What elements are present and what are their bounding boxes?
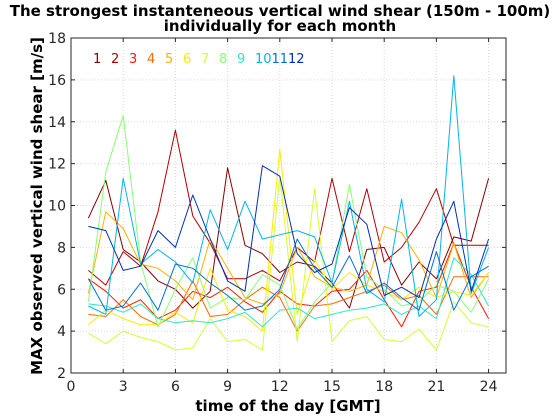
legend-entry-9: 9 — [237, 52, 245, 67]
grid — [70, 37, 506, 374]
x-axis-label: time of the day [GMT] — [195, 397, 380, 415]
legend-entry-2: 2 — [111, 52, 119, 67]
legend-entry-1: 1 — [93, 52, 101, 67]
x-tick-label: 6 — [171, 379, 180, 395]
x-tick-label: 12 — [271, 379, 289, 395]
legend-entry-4: 4 — [147, 52, 155, 67]
y-tick-label: 4 — [57, 324, 66, 340]
y-tick-label: 12 — [48, 157, 66, 173]
legend-entry-8: 8 — [219, 52, 227, 67]
chart-title-line-1: The strongest instanteneous vertical win… — [10, 2, 551, 20]
series-group — [87, 75, 490, 351]
series-line-month-12 — [88, 165, 490, 299]
x-tick-label: 18 — [375, 379, 393, 395]
y-tick-label: 6 — [57, 282, 66, 298]
x-tick-label: 21 — [427, 379, 445, 395]
legend-entry-12: 12 — [288, 52, 305, 67]
x-tick-label: 3 — [119, 379, 128, 395]
legend-entry-10: 10 — [255, 52, 272, 67]
y-axis-label: MAX observed vertical wind shear [m/s] — [28, 37, 46, 375]
legend-entry-6: 6 — [183, 52, 191, 67]
legend-entry-5: 5 — [165, 52, 173, 67]
y-tick-label: 16 — [48, 73, 66, 89]
series-line-month-11 — [87, 238, 489, 311]
legend: 1 2 3 4 5 6 7 8 9 10 11 12 — [93, 52, 305, 67]
series-line-month-10 — [88, 75, 490, 317]
series-line-month-9 — [88, 257, 490, 328]
y-tick-label: 10 — [48, 199, 66, 215]
x-tick-label: 0 — [67, 379, 76, 395]
series-line-month-5 — [87, 211, 490, 305]
y-tick-label: 8 — [57, 240, 66, 256]
x-tick-label: 15 — [323, 379, 341, 395]
x-tick-label: 24 — [480, 379, 498, 395]
legend-entry-11: 11 — [272, 52, 289, 67]
legend-entry-7: 7 — [201, 52, 209, 67]
x-tick-label: 9 — [223, 379, 232, 395]
series-line-month-1 — [87, 167, 490, 309]
y-tick-label: 18 — [48, 31, 66, 47]
chart-title-line-2: individually for each month — [164, 17, 396, 35]
series-line-month-7 — [88, 175, 489, 351]
y-tick-label: 2 — [57, 366, 66, 382]
y-tick-label: 14 — [48, 115, 66, 131]
legend-entry-3: 3 — [129, 52, 137, 67]
